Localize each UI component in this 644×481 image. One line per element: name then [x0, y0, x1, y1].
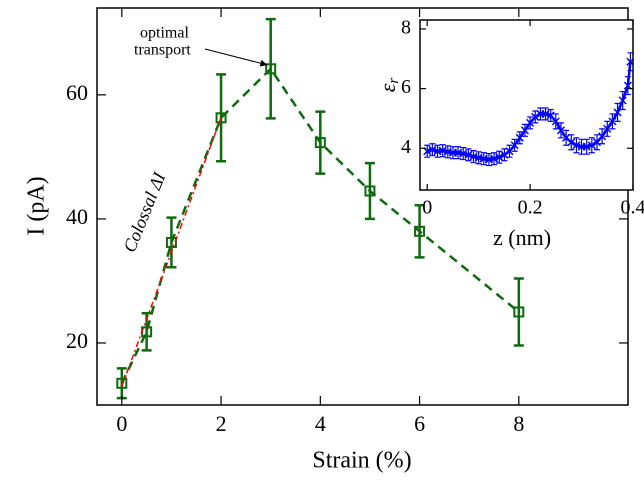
x-tick-label: 2 [216, 411, 227, 436]
marker [587, 141, 596, 150]
marker [608, 117, 617, 126]
y-axis-label-subscript: r [386, 78, 402, 84]
error-bar [166, 216, 177, 269]
plot-area [420, 20, 633, 190]
marker [215, 112, 227, 124]
marker [556, 126, 566, 135]
marker [500, 150, 509, 159]
marker [265, 63, 277, 75]
data-layer [423, 52, 633, 167]
y-tick-label: 6 [401, 76, 411, 98]
marker [414, 225, 426, 237]
marker [531, 112, 540, 121]
y-tick-label: 60 [66, 80, 88, 105]
y-axis-label: εr [375, 78, 402, 93]
x-axis-label: Strain (%) [312, 448, 411, 474]
y-tick-label: 4 [401, 136, 411, 158]
error-bar [216, 73, 227, 163]
x-tick-label: 0.4 [621, 197, 644, 219]
error-bar [513, 277, 524, 347]
marker [567, 138, 576, 147]
x-tick-label: 0 [116, 411, 127, 436]
marker [314, 137, 326, 149]
marker [520, 126, 529, 135]
marker [464, 150, 473, 159]
annotation: transport [134, 42, 191, 59]
error-bar [315, 110, 326, 175]
marker [623, 81, 632, 90]
marker [495, 153, 504, 162]
x-tick-label: 0.2 [518, 197, 543, 219]
x-axis-label: z (nm) [493, 225, 551, 250]
y-axis-label-symbol: ε [375, 83, 400, 92]
marker [598, 132, 607, 141]
x-tick-label: 8 [513, 411, 524, 436]
marker [603, 124, 612, 133]
annotation: optimal [140, 25, 189, 42]
marker [165, 236, 177, 248]
annotation-arrow [204, 48, 268, 67]
error-bar [265, 17, 276, 120]
marker [510, 141, 519, 150]
plot-frame [96, 7, 629, 406]
marker [364, 185, 376, 197]
error-bar [414, 204, 425, 259]
marker [618, 96, 627, 105]
y-tick-label: 20 [66, 328, 88, 353]
x-tick-label: 4 [315, 411, 326, 436]
y-tick-label: 8 [401, 17, 411, 39]
x-tick-label: 0 [422, 197, 432, 219]
series-line [121, 117, 222, 387]
error-bar [364, 161, 375, 221]
plot-1: 0 0.2 0.4 4 6 8 [401, 17, 644, 219]
marker [613, 108, 622, 117]
marker [116, 377, 128, 389]
y-tick-label: 40 [66, 204, 88, 229]
marker [551, 117, 560, 126]
x-tick-label: 6 [414, 411, 425, 436]
marker [513, 306, 525, 318]
data-layer [116, 17, 525, 400]
y-axis-label: I (pA) [24, 176, 50, 235]
marker [515, 133, 524, 142]
plot-frame [419, 19, 634, 191]
